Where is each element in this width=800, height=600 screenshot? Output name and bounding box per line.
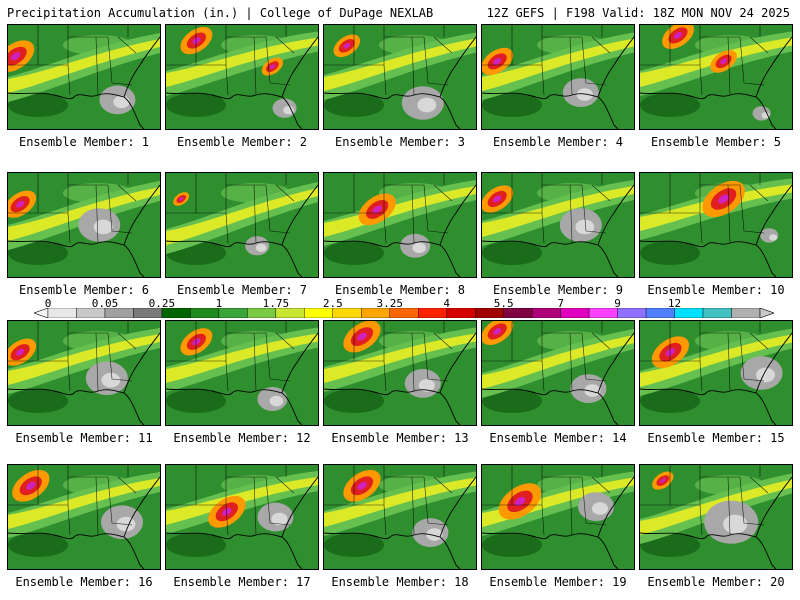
ensemble-member-label: Ensemble Member: 9 [492, 283, 624, 297]
precip-map [166, 465, 318, 569]
model-run-info: 12Z GEFS | F198 Valid: 18Z MON NOV 24 20… [486, 6, 790, 20]
precip-map [324, 321, 476, 425]
precip-map [640, 465, 792, 569]
ensemble-member-label: Ensemble Member: 2 [176, 135, 308, 149]
ensemble-member-label: Ensemble Member: 15 [647, 431, 785, 445]
ensemble-panel-14 [481, 320, 635, 426]
ensemble-panel-19 [481, 464, 635, 570]
ensemble-member-label: Ensemble Member: 11 [15, 431, 153, 445]
precip-map [324, 173, 476, 277]
colorbar-tick-label: 9 [614, 297, 621, 310]
precip-map [8, 25, 160, 129]
ensemble-panel-1 [7, 24, 161, 130]
ensemble-member-label: Ensemble Member: 6 [18, 283, 150, 297]
ensemble-member-label: Ensemble Member: 19 [489, 575, 627, 589]
ensemble-member-label: Ensemble Member: 18 [331, 575, 469, 589]
ensemble-member-label: Ensemble Member: 12 [173, 431, 311, 445]
colorbar-tick-label: 1 [215, 297, 223, 310]
ensemble-panel-5 [639, 24, 793, 130]
ensemble-panel-8 [323, 172, 477, 278]
precip-map [166, 173, 318, 277]
colorbar-tick-label: 2.5 [322, 297, 343, 310]
colorbar-tick-label: 1.75 [262, 297, 290, 310]
precip-map [482, 173, 634, 277]
colorbar-tick-label: 0.25 [148, 297, 176, 310]
precip-map [482, 321, 634, 425]
ensemble-panel-10 [639, 172, 793, 278]
precip-map [8, 465, 160, 569]
colorbar-max-arrow [759, 308, 774, 318]
ensemble-panel-18 [323, 464, 477, 570]
colorbar-swatch [218, 308, 248, 318]
ensemble-panel-6 [7, 172, 161, 278]
colorbar-tick-label: 7 [557, 297, 564, 310]
precip-map [166, 25, 318, 129]
ensemble-panel-9 [481, 172, 635, 278]
precip-map [482, 465, 634, 569]
colorbar-swatch [731, 308, 761, 318]
colorbar-tick-label: 12 [667, 297, 682, 310]
ensemble-member-label: Ensemble Member: 4 [492, 135, 624, 149]
ensemble-panel-12 [165, 320, 319, 426]
colorbar-swatch [617, 308, 647, 318]
ensemble-member-label: Ensemble Member: 3 [334, 135, 466, 149]
ensemble-panel-11 [7, 320, 161, 426]
ensemble-panel-17 [165, 464, 319, 570]
precip-map [640, 321, 792, 425]
ensemble-member-label: Ensemble Member: 14 [489, 431, 627, 445]
ensemble-member-label: Ensemble Member: 1 [18, 135, 150, 149]
ensemble-panel-16 [7, 464, 161, 570]
ensemble-member-label: Ensemble Member: 16 [15, 575, 153, 589]
precip-map [324, 465, 476, 569]
colorbar-swatch [47, 308, 77, 318]
precip-map [640, 25, 792, 129]
ensemble-member-label: Ensemble Member: 17 [173, 575, 311, 589]
ensemble-member-label: Ensemble Member: 7 [176, 283, 308, 297]
ensemble-member-label: Ensemble Member: 10 [647, 283, 785, 297]
page-title: Precipitation Accumulation (in.) | Colle… [7, 6, 434, 20]
colorbar-tick-label: 5.5 [493, 297, 514, 310]
precip-map [482, 25, 634, 129]
ensemble-member-label: Ensemble Member: 5 [650, 135, 782, 149]
colorbar [34, 308, 774, 318]
precip-map [324, 25, 476, 129]
ensemble-panel-13 [323, 320, 477, 426]
colorbar-tick-label: 3.25 [376, 297, 404, 310]
colorbar-swatch [560, 308, 590, 318]
ensemble-panel-20 [639, 464, 793, 570]
precip-map [8, 173, 160, 277]
ensemble-panel-7 [165, 172, 319, 278]
ensemble-panel-3 [323, 24, 477, 130]
precip-map [8, 321, 160, 425]
colorbar-tick-label: 0.05 [91, 297, 119, 310]
ensemble-member-label: Ensemble Member: 8 [334, 283, 466, 297]
precip-map [166, 321, 318, 425]
colorbar-swatch [446, 308, 476, 318]
colorbar-tick-label: 4 [443, 297, 451, 310]
precip-map [640, 173, 792, 277]
ensemble-panel-2 [165, 24, 319, 130]
ensemble-panel-4 [481, 24, 635, 130]
colorbar-tick-label: 0 [44, 297, 52, 310]
ensemble-member-label: Ensemble Member: 13 [331, 431, 469, 445]
ensemble-member-label: Ensemble Member: 20 [647, 575, 785, 589]
ensemble-panel-15 [639, 320, 793, 426]
colorbar-swatch [702, 308, 732, 318]
